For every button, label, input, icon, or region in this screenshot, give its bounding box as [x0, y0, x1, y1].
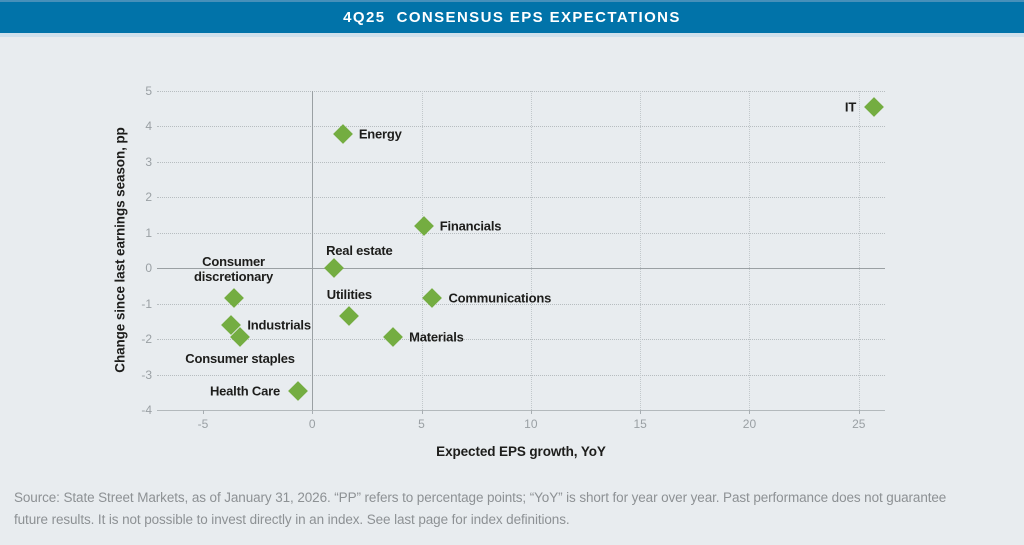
- data-point: [223, 288, 244, 309]
- y-tick-label: -3: [141, 367, 152, 382]
- data-point-label: Communications: [448, 290, 552, 306]
- data-point-label: Energy: [358, 126, 402, 142]
- gridline-horizontal: [157, 410, 885, 411]
- data-point-label: Industrials: [247, 317, 311, 333]
- data-point-label: Materials: [409, 329, 464, 345]
- footnote-line-1: Source: State Street Markets, as of Janu…: [14, 490, 947, 505]
- y-tick-label: 1: [145, 225, 152, 240]
- gridline-vertical: [312, 91, 314, 410]
- gridline-vertical: [858, 91, 860, 410]
- y-tick-label: 4: [145, 119, 152, 134]
- data-point: [383, 327, 403, 348]
- y-tick-label: -1: [141, 296, 152, 311]
- y-tick-label: -2: [141, 332, 152, 347]
- x-tick-label: -5: [197, 417, 209, 431]
- data-point-label: Financials: [439, 218, 502, 234]
- x-tick-label: 25: [852, 417, 866, 431]
- gridline-horizontal: [157, 91, 885, 92]
- gridline-horizontal: [157, 268, 885, 270]
- gridline-vertical: [640, 91, 642, 410]
- data-point: [288, 380, 308, 401]
- gridline-horizontal: [157, 374, 885, 376]
- y-tick-label: 5: [145, 84, 152, 98]
- gridline-horizontal: [157, 232, 885, 234]
- y-tick-label: -4: [141, 403, 152, 417]
- data-point-label: Health Care: [209, 383, 280, 398]
- chart-title-bar: 4Q25 CONSENSUS EPS EXPECTATIONS: [0, 0, 1024, 37]
- x-axis-title: Expected EPS growth, YoY: [436, 444, 606, 459]
- y-tick-label: 3: [145, 154, 152, 169]
- source-footnote: Source: State Street Markets, as of Janu…: [14, 487, 1014, 531]
- gridline-vertical: [530, 91, 532, 410]
- x-tick-mark: [202, 410, 204, 414]
- data-point: [422, 288, 443, 309]
- x-tick-mark: [530, 410, 532, 414]
- data-point: [339, 306, 360, 326]
- x-tick-label: 0: [308, 417, 316, 431]
- gridline-horizontal: [157, 339, 885, 341]
- y-tick-label: 0: [145, 261, 152, 276]
- x-tick-mark: [640, 410, 642, 414]
- data-point: [864, 97, 884, 117]
- data-point: [324, 258, 344, 279]
- x-tick-label: 5: [418, 417, 425, 431]
- chart-title: 4Q25 CONSENSUS EPS EXPECTATIONS: [343, 9, 681, 26]
- gridline-horizontal: [157, 161, 885, 163]
- x-tick-label: 15: [633, 417, 647, 431]
- x-tick-label: 20: [742, 417, 757, 431]
- gridline-horizontal: [157, 303, 885, 305]
- x-tick-mark: [749, 410, 751, 414]
- y-tick-label: 2: [145, 190, 152, 205]
- data-point-label: IT: [844, 99, 857, 115]
- data-point-label: Real estate: [326, 243, 393, 259]
- x-tick-mark: [858, 410, 860, 414]
- gridline-horizontal: [157, 126, 885, 128]
- gridline-vertical: [749, 91, 751, 410]
- gridline-horizontal: [157, 197, 885, 199]
- eps-scatter-chart: Change since last earnings season, pp Ex…: [0, 37, 1024, 545]
- data-point-label: Utilities: [326, 287, 372, 303]
- data-point-label: Consumer staples: [185, 351, 295, 367]
- footnote-line-2: future results. It is not possible to in…: [14, 512, 570, 527]
- x-tick-mark: [312, 410, 314, 414]
- gridline-vertical: [421, 91, 423, 410]
- x-tick-label: 10: [524, 417, 538, 431]
- x-tick-mark: [421, 410, 423, 414]
- data-point-label: Consumer discretionary: [193, 254, 274, 285]
